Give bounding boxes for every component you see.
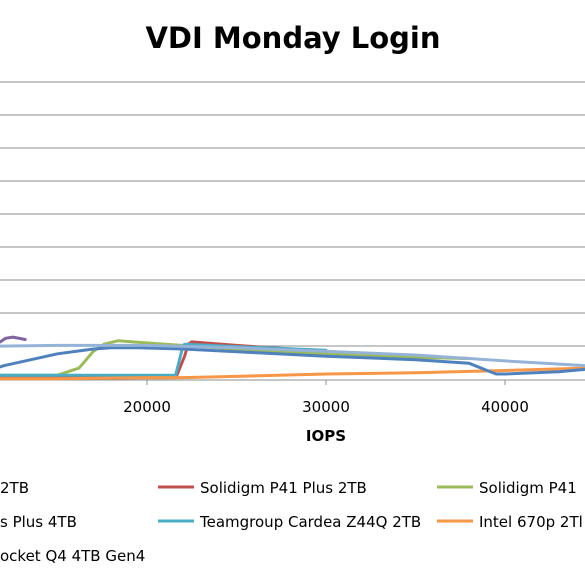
legend-label-3: Intel 670p 2Tl (479, 513, 583, 531)
legend-label-6: ocket Q4 4TB Gen4 (0, 547, 145, 565)
series-line-6 (0, 343, 585, 368)
series-layer (0, 335, 585, 381)
x-tick-label-2: 40000 (481, 398, 529, 416)
x-tick-label-0: 20000 (123, 398, 171, 416)
legend-label-0: Solidigm P41 Plus 2TB (200, 479, 367, 497)
x-tick-labels: 20000 30000 40000 (123, 380, 529, 416)
x-tick-label-1: 30000 (302, 398, 350, 416)
legend-label-5: s Plus 4TB (0, 513, 77, 531)
chart-title: VDI Monday Login (145, 21, 440, 55)
series-line-3 (0, 366, 585, 381)
legend-label-2: Teamgroup Cardea Z44Q 2TB (199, 513, 421, 531)
x-axis-title: IOPS (306, 427, 346, 445)
series-line-5 (0, 335, 27, 344)
grid-lines (0, 81, 585, 381)
legend-label-1: Solidigm P41 (479, 479, 577, 497)
series-line-1 (0, 339, 471, 377)
series-line-4 (0, 346, 585, 376)
legend-label-4: 2TB (0, 479, 29, 497)
series-line-2 (0, 342, 328, 377)
legend: Solidigm P41 Plus 2TB Solidigm P41 Teamgro… (0, 479, 583, 565)
